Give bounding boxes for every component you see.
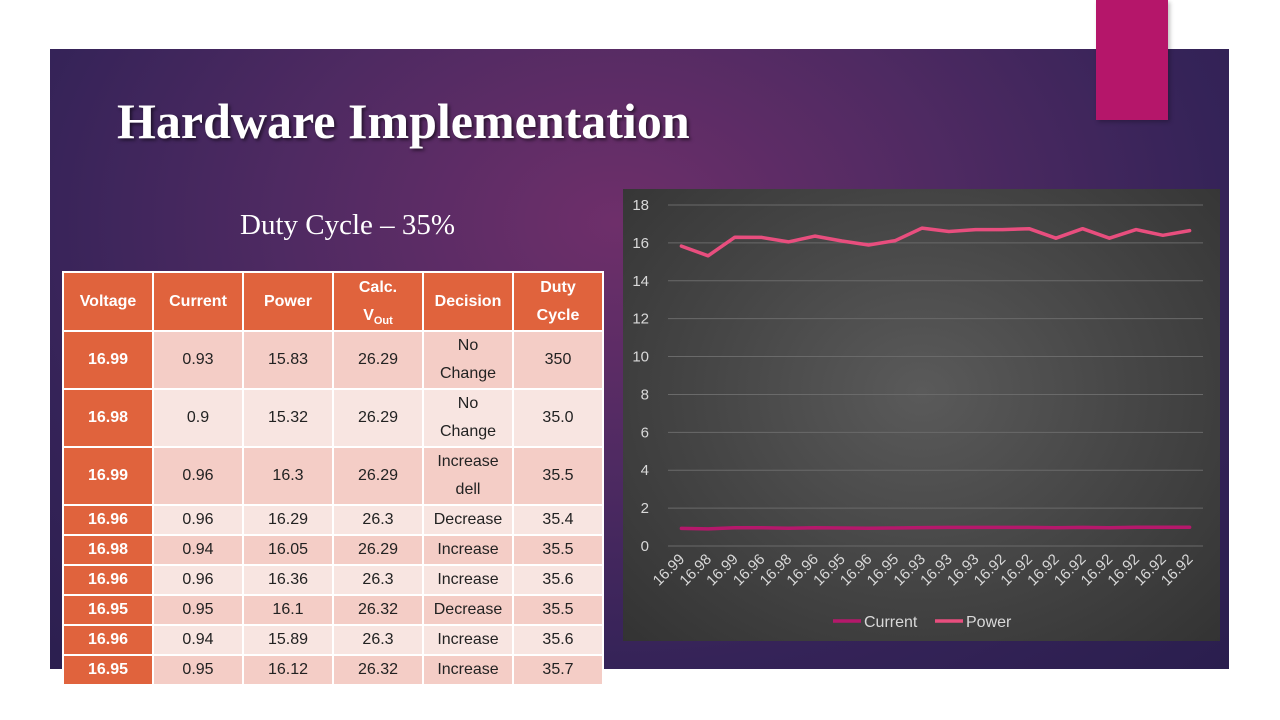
cell-decision: Decrease <box>422 504 514 536</box>
cell-decision: No Change <box>422 330 514 390</box>
cell-duty-cycle: 35.6 <box>512 564 604 596</box>
cell-power: 16.12 <box>242 654 334 686</box>
cell-duty-cycle: 35.4 <box>512 504 604 536</box>
header-decision: Decision <box>422 271 514 332</box>
table-row: 16.96 0.96 16.36 26.3 Increase 35.6 <box>62 564 604 596</box>
cell-calc: 26.29 <box>332 534 424 566</box>
y-tick-label: 8 <box>641 386 649 403</box>
cell-decision: Increase <box>422 624 514 656</box>
cell-power: 16.29 <box>242 504 334 536</box>
cell-power: 15.32 <box>242 388 334 448</box>
cell-current: 0.94 <box>152 624 244 656</box>
cell-current: 0.95 <box>152 654 244 686</box>
cell-current: 0.9 <box>152 388 244 448</box>
cell-duty-cycle: 35.0 <box>512 388 604 448</box>
cell-voltage: 16.99 <box>62 330 154 390</box>
y-tick-label: 10 <box>632 349 649 366</box>
x-tick-label: 16.92 <box>1158 551 1197 590</box>
line-chart: 0 2 4 6 8 10 12 14 16 18 16.99 16.98 16.99 16.96 16.98… <box>623 189 1220 641</box>
series-line-power <box>679 226 1192 258</box>
cell-current: 0.95 <box>152 594 244 626</box>
table-header-row: Voltage Current Power Calc. VOut Decisio… <box>62 271 604 332</box>
cell-current: 0.96 <box>152 504 244 536</box>
cell-voltage: 16.95 <box>62 654 154 686</box>
cell-calc: 26.29 <box>332 330 424 390</box>
header-current: Current <box>152 271 244 332</box>
header-duty-cycle: Duty Cycle <box>512 271 604 332</box>
cell-voltage: 16.98 <box>62 534 154 566</box>
cell-power: 15.89 <box>242 624 334 656</box>
table-row: 16.96 0.94 15.89 26.3 Increase 35.6 <box>62 624 604 656</box>
slide-title: Hardware Implementation <box>117 93 690 149</box>
slide-subtitle: Duty Cycle – 35% <box>240 209 456 241</box>
cell-calc: 26.3 <box>332 564 424 596</box>
cell-decision: Increase <box>422 564 514 596</box>
header-voltage: Voltage <box>62 271 154 332</box>
cell-decision: Increase <box>422 534 514 566</box>
y-tick-label: 14 <box>632 273 649 290</box>
cell-voltage: 16.96 <box>62 624 154 656</box>
cell-power: 16.1 <box>242 594 334 626</box>
table-row: 16.96 0.96 16.29 26.3 Decrease 35.4 <box>62 504 604 536</box>
cell-voltage: 16.99 <box>62 446 154 506</box>
cell-decision: No Change <box>422 388 514 448</box>
cell-voltage: 16.98 <box>62 388 154 448</box>
table-row: 16.98 0.94 16.05 26.29 Increase 35.5 <box>62 534 604 566</box>
cell-current: 0.96 <box>152 446 244 506</box>
cell-duty-cycle: 35.6 <box>512 624 604 656</box>
table-row: 16.99 0.93 15.83 26.29 No Change 350 <box>62 330 604 390</box>
y-tick-label: 16 <box>632 235 649 252</box>
header-power: Power <box>242 271 334 332</box>
y-tick-label: 12 <box>632 311 649 328</box>
header-calc-vout: Calc. VOut <box>332 271 424 332</box>
cell-calc: 26.32 <box>332 654 424 686</box>
cell-calc: 26.3 <box>332 624 424 656</box>
cell-calc: 26.29 <box>332 446 424 506</box>
cell-current: 0.94 <box>152 534 244 566</box>
cell-voltage: 16.96 <box>62 504 154 536</box>
cell-power: 15.83 <box>242 330 334 390</box>
data-table: Voltage Current Power Calc. VOut Decisio… <box>62 271 604 686</box>
legend-label: Power <box>966 614 1012 631</box>
cell-duty-cycle: 35.7 <box>512 654 604 686</box>
legend-label: Current <box>864 614 918 631</box>
table-row: 16.98 0.9 15.32 26.29 No Change 35.0 <box>62 388 604 448</box>
cell-calc: 26.3 <box>332 504 424 536</box>
table-row: 16.95 0.95 16.12 26.32 Increase 35.7 <box>62 654 604 686</box>
table-row: 16.99 0.96 16.3 26.29 Increase dell 35.5 <box>62 446 604 506</box>
y-tick-label: 0 <box>641 538 649 555</box>
cell-power: 16.05 <box>242 534 334 566</box>
cell-decision: Increase dell <box>422 446 514 506</box>
accent-bar <box>1096 0 1168 120</box>
cell-duty-cycle: 35.5 <box>512 534 604 566</box>
table-row: 16.95 0.95 16.1 26.32 Decrease 35.5 <box>62 594 604 626</box>
cell-voltage: 16.95 <box>62 594 154 626</box>
cell-duty-cycle: 350 <box>512 330 604 390</box>
cell-duty-cycle: 35.5 <box>512 594 604 626</box>
cell-duty-cycle: 35.5 <box>512 446 604 506</box>
cell-current: 0.93 <box>152 330 244 390</box>
cell-calc: 26.32 <box>332 594 424 626</box>
cell-calc: 26.29 <box>332 388 424 448</box>
series-line-current <box>679 525 1192 531</box>
y-tick-label: 18 <box>632 197 649 214</box>
cell-current: 0.96 <box>152 564 244 596</box>
y-tick-label: 6 <box>641 424 649 441</box>
y-tick-label: 2 <box>641 500 649 517</box>
y-tick-label: 4 <box>641 462 649 479</box>
cell-power: 16.3 <box>242 446 334 506</box>
cell-voltage: 16.96 <box>62 564 154 596</box>
cell-power: 16.36 <box>242 564 334 596</box>
cell-decision: Decrease <box>422 594 514 626</box>
cell-decision: Increase <box>422 654 514 686</box>
chart-svg: 02468101214161816.9916.9816.9916.9616.98… <box>632 197 1203 631</box>
